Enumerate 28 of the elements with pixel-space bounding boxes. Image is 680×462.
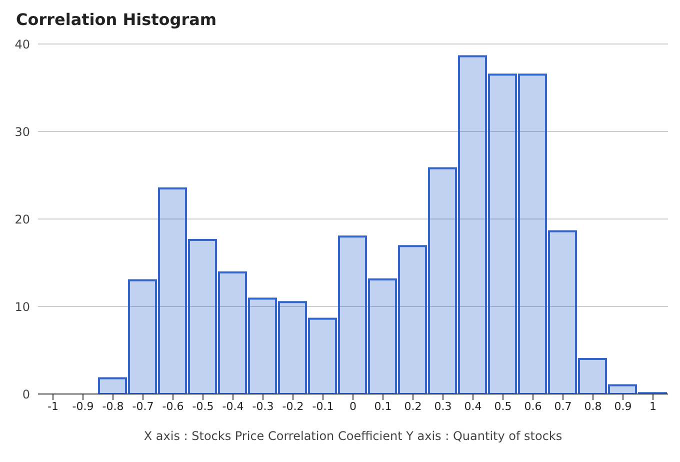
x-tick-label: 0.4 [464, 400, 482, 413]
x-tick-label: 0.6 [524, 400, 542, 413]
x-tick-label: 0.3 [434, 400, 452, 413]
x-tick-label: 0.9 [614, 400, 632, 413]
y-tick-label: 30 [14, 124, 30, 139]
x-tick-label: -0.3 [252, 400, 274, 413]
x-tick-label: -0.4 [222, 400, 244, 413]
x-tick-label: -0.5 [192, 400, 214, 413]
x-tick-label: -0.6 [162, 400, 184, 413]
x-tick-label: -0.2 [282, 400, 304, 413]
x-tick-label: 0.2 [404, 400, 422, 413]
y-tick-label: 10 [14, 300, 30, 314]
chart-title: Correlation Histogram [16, 10, 217, 29]
x-tick-label: -0.7 [132, 400, 154, 413]
x-tick-label: 0.7 [554, 400, 572, 413]
y-tick-label: 40 [14, 37, 30, 52]
x-tick-label: 0.5 [494, 400, 512, 413]
y-tick-label: 20 [14, 212, 30, 226]
x-tick-label: -1 [48, 400, 58, 413]
x-tick-label: 0.8 [584, 400, 602, 413]
x-tick-label: 1 [650, 400, 656, 413]
x-axis-title: X axis : Stocks Price Correlation Coefficient Y axis : Quantity of stocks [144, 429, 562, 443]
x-tick-label: -0.1 [312, 400, 334, 413]
x-tick-label: 0 [350, 400, 356, 413]
x-tick-label: -0.9 [72, 400, 94, 413]
x-tick-label: -0.8 [102, 400, 124, 413]
y-tick-label: 0 [22, 387, 30, 402]
x-tick-label: 0.1 [374, 400, 392, 413]
